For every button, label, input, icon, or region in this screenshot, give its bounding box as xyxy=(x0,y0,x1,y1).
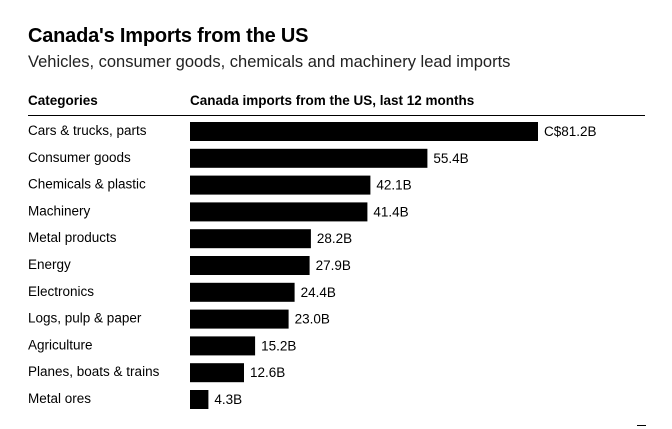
bar-logs-pulp-paper xyxy=(190,309,289,329)
bar-electronics xyxy=(190,282,295,302)
bar-agriculture xyxy=(190,336,256,356)
value-label-machinery: 41.4B xyxy=(373,204,408,219)
bar-consumer-goods xyxy=(190,148,428,168)
category-label-logs-pulp-paper: Logs, pulp & paper xyxy=(28,311,142,326)
category-label-energy: Energy xyxy=(28,257,71,272)
value-label-energy: 27.9B xyxy=(316,258,351,273)
header-divider xyxy=(28,115,645,116)
chart-subtitle: Vehicles, consumer goods, chemicals and … xyxy=(28,53,511,71)
bar-planes-boats-trains xyxy=(190,363,244,383)
bar-metal-ores xyxy=(190,390,209,409)
corner-mark xyxy=(637,425,646,426)
value-column-header: Canada imports from the US, last 12 mont… xyxy=(190,93,475,108)
categories-column-header: Categories xyxy=(28,93,98,108)
value-label-metal-ores: 4.3B xyxy=(214,392,242,407)
bar-metal-products xyxy=(190,229,311,249)
value-label-consumer-goods: 55.4B xyxy=(433,151,468,166)
category-label-metal-ores: Metal ores xyxy=(28,391,91,406)
chart-title: Canada's Imports from the US xyxy=(28,25,309,47)
value-label-chemicals-plastic: 42.1B xyxy=(376,178,411,193)
category-label-cars-trucks-parts: Cars & trucks, parts xyxy=(28,123,147,138)
bar-energy xyxy=(190,256,310,275)
value-label-metal-products: 28.2B xyxy=(317,231,352,246)
category-label-machinery: Machinery xyxy=(28,203,91,218)
value-label-logs-pulp-paper: 23.0B xyxy=(295,312,330,327)
category-label-chemicals-plastic: Chemicals & plastic xyxy=(28,177,146,192)
bar-machinery xyxy=(190,202,368,222)
bar-cars-trucks-parts xyxy=(190,122,538,141)
value-label-agriculture: 15.2B xyxy=(261,338,296,353)
category-label-electronics: Electronics xyxy=(28,284,94,299)
category-label-planes-boats-trains: Planes, boats & trains xyxy=(28,364,160,379)
category-label-agriculture: Agriculture xyxy=(28,337,93,352)
category-label-metal-products: Metal products xyxy=(28,230,117,245)
category-label-consumer-goods: Consumer goods xyxy=(28,150,131,165)
value-label-cars-trucks-parts: C$81.2B xyxy=(544,124,597,139)
value-label-electronics: 24.4B xyxy=(301,285,336,300)
value-label-planes-boats-trains: 12.6B xyxy=(250,365,285,380)
bar-chemicals-plastic xyxy=(190,175,371,195)
